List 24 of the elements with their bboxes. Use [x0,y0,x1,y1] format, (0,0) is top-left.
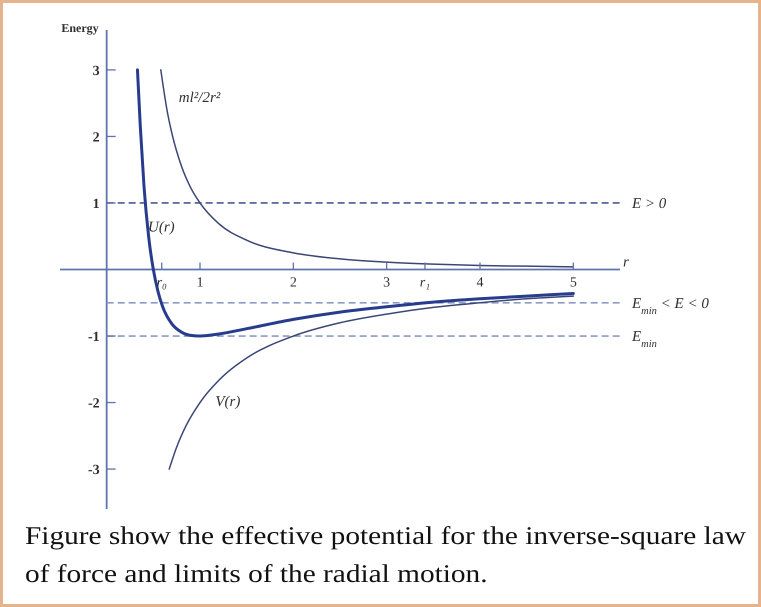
x-tick-label: r₀ [156,276,168,290]
line-series [168,295,574,470]
y-tick-label: 1 [92,196,100,212]
ref-line-label: E$_{min}$ < E < 0 [631,296,710,316]
ref-line-label: E$_{min}$ [631,329,657,350]
series-label: V(r) [215,394,240,410]
y-tick-label: -2 [88,396,100,412]
text: Figure show the effective potential for the inverse-square law of force and limits of the radial motion. [25,520,747,590]
y-tick-label: 2 [92,130,100,146]
y-tick-label: 3 [92,64,100,79]
y-tick-label: -3 [88,463,100,478]
x-tick-label: 4 [476,276,484,290]
x-tick-label: 1 [196,276,204,290]
y-axis-title: Energy [61,21,99,35]
y-tick-label: -1 [88,330,100,346]
x-axis-title: r [623,254,629,270]
x-tick-label: 5 [570,276,577,290]
x-tick-label: 2 [290,276,297,290]
line-series [136,68,575,338]
x-tick-label: 3 [383,276,390,290]
x-tick-label: r₁ [420,276,430,290]
ref-line-label: E > 0 [631,196,667,212]
series-label: ml²/2r² [178,90,221,106]
series-label: U(r) [148,219,175,236]
